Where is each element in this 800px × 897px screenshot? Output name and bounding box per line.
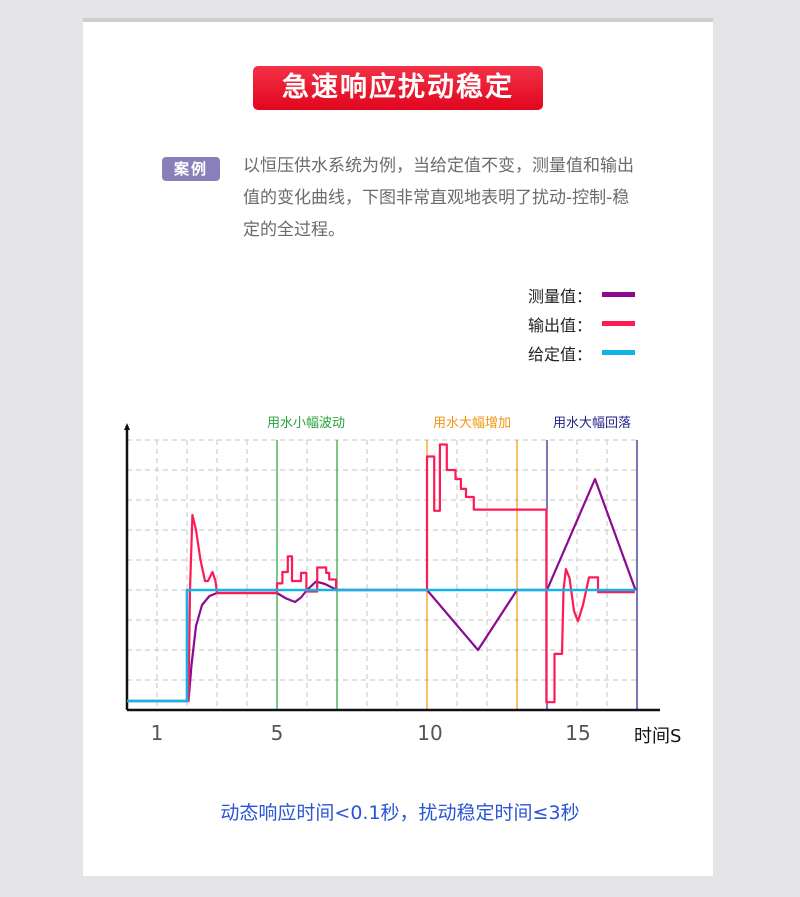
region-label-large-drop: 用水大幅回落 — [553, 416, 632, 431]
legend-item-output: 输出值： — [528, 309, 636, 338]
x-tick-label: 5 — [270, 721, 284, 745]
case-badge: 案例 — [162, 157, 220, 181]
measured-value-line — [127, 477, 637, 703]
legend-swatch — [602, 321, 636, 326]
region-label-small-fluctuation: 用水小幅波动 — [267, 416, 346, 431]
output-value-line — [127, 443, 635, 704]
legend-label: 输出值： — [528, 315, 593, 335]
x-tick-label: 10 — [417, 721, 443, 745]
chart-legend: 测量值： 输出值： 给定值： — [528, 280, 636, 367]
legend-item-measured: 测量值： — [528, 280, 636, 309]
legend-label: 测量值： — [528, 286, 593, 306]
setpoint-value-line — [127, 588, 636, 703]
legend-swatch — [602, 350, 636, 355]
legend-swatch — [602, 292, 636, 297]
legend-label: 给定值： — [528, 344, 593, 364]
page-title: 急速响应扰动稳定 — [253, 66, 543, 110]
region-label-large-increase: 用水大幅增加 — [433, 416, 512, 431]
case-description: 以恒压供水系统为例，当给定值不变，测量值和输出值的变化曲线，下图非常直观地表明了… — [243, 156, 634, 240]
x-tick-label: 1 — [150, 721, 164, 745]
legend-item-setpoint: 给定值： — [528, 338, 636, 367]
footer-note: 动态响应时间<0.1秒，扰动稳定时间≤3秒 — [220, 802, 580, 824]
x-axis-label: 时间S — [634, 726, 682, 747]
y-axis-arrow — [124, 423, 130, 430]
x-tick-label: 15 — [565, 721, 591, 745]
